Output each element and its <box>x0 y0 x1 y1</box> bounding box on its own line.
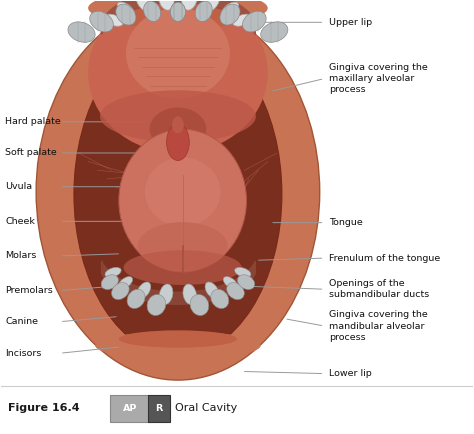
Ellipse shape <box>182 0 198 10</box>
Text: Figure 16.4: Figure 16.4 <box>8 403 80 413</box>
Ellipse shape <box>221 2 239 17</box>
Ellipse shape <box>144 1 161 22</box>
Text: Incisors: Incisors <box>5 349 42 358</box>
Ellipse shape <box>190 295 209 316</box>
Ellipse shape <box>90 11 113 32</box>
Ellipse shape <box>166 124 189 161</box>
Ellipse shape <box>119 129 246 272</box>
Text: Molars: Molars <box>5 251 37 260</box>
Ellipse shape <box>223 276 237 289</box>
Ellipse shape <box>243 11 266 32</box>
Text: Lower lip: Lower lip <box>329 369 372 378</box>
Text: Openings of the
submandibular ducts: Openings of the submandibular ducts <box>329 279 429 299</box>
Ellipse shape <box>235 267 251 277</box>
Ellipse shape <box>127 289 145 309</box>
Ellipse shape <box>107 5 249 29</box>
Ellipse shape <box>105 267 121 277</box>
Ellipse shape <box>136 0 152 12</box>
Ellipse shape <box>95 332 261 359</box>
Ellipse shape <box>237 275 255 289</box>
Ellipse shape <box>126 8 230 99</box>
Ellipse shape <box>145 157 220 227</box>
FancyBboxPatch shape <box>110 395 150 422</box>
Ellipse shape <box>205 282 219 299</box>
Ellipse shape <box>159 284 173 305</box>
Ellipse shape <box>138 222 228 270</box>
Text: Soft palate: Soft palate <box>5 148 57 158</box>
Ellipse shape <box>147 295 166 316</box>
Text: Oral Cavity: Oral Cavity <box>174 403 237 413</box>
Text: Canine: Canine <box>5 317 38 326</box>
Text: Upper lip: Upper lip <box>329 18 372 27</box>
Ellipse shape <box>172 116 184 134</box>
Ellipse shape <box>118 276 133 289</box>
Ellipse shape <box>36 4 319 380</box>
Text: Frenulum of the tongue: Frenulum of the tongue <box>329 253 440 263</box>
Ellipse shape <box>211 289 229 309</box>
Ellipse shape <box>101 275 118 289</box>
Text: Hard palate: Hard palate <box>5 117 61 126</box>
Ellipse shape <box>88 0 268 153</box>
Ellipse shape <box>170 2 185 21</box>
Ellipse shape <box>100 90 256 142</box>
Ellipse shape <box>124 250 242 285</box>
Text: Tongue: Tongue <box>329 218 363 227</box>
Ellipse shape <box>261 22 288 42</box>
Ellipse shape <box>204 0 220 12</box>
Text: R: R <box>155 404 163 413</box>
Ellipse shape <box>68 22 95 42</box>
Ellipse shape <box>232 14 252 26</box>
Ellipse shape <box>183 284 197 305</box>
Ellipse shape <box>227 283 244 299</box>
Ellipse shape <box>88 0 268 26</box>
Text: Premolars: Premolars <box>5 286 53 295</box>
Ellipse shape <box>111 283 129 299</box>
Ellipse shape <box>220 4 240 25</box>
Ellipse shape <box>116 4 136 25</box>
Ellipse shape <box>137 282 151 299</box>
Ellipse shape <box>119 330 237 348</box>
Ellipse shape <box>104 14 123 26</box>
Text: Gingiva covering the
mandibular alveolar
process: Gingiva covering the mandibular alveolar… <box>329 310 428 342</box>
Ellipse shape <box>195 1 212 22</box>
Text: AP: AP <box>123 404 137 413</box>
Ellipse shape <box>150 108 206 151</box>
Ellipse shape <box>170 2 185 21</box>
Ellipse shape <box>74 32 282 356</box>
Text: Gingiva covering the
maxillary alveolar
process: Gingiva covering the maxillary alveolar … <box>329 63 428 94</box>
FancyBboxPatch shape <box>148 395 170 422</box>
Ellipse shape <box>117 2 135 17</box>
Text: Uvula: Uvula <box>5 182 33 191</box>
Ellipse shape <box>158 0 174 10</box>
Text: Cheek: Cheek <box>5 217 35 226</box>
